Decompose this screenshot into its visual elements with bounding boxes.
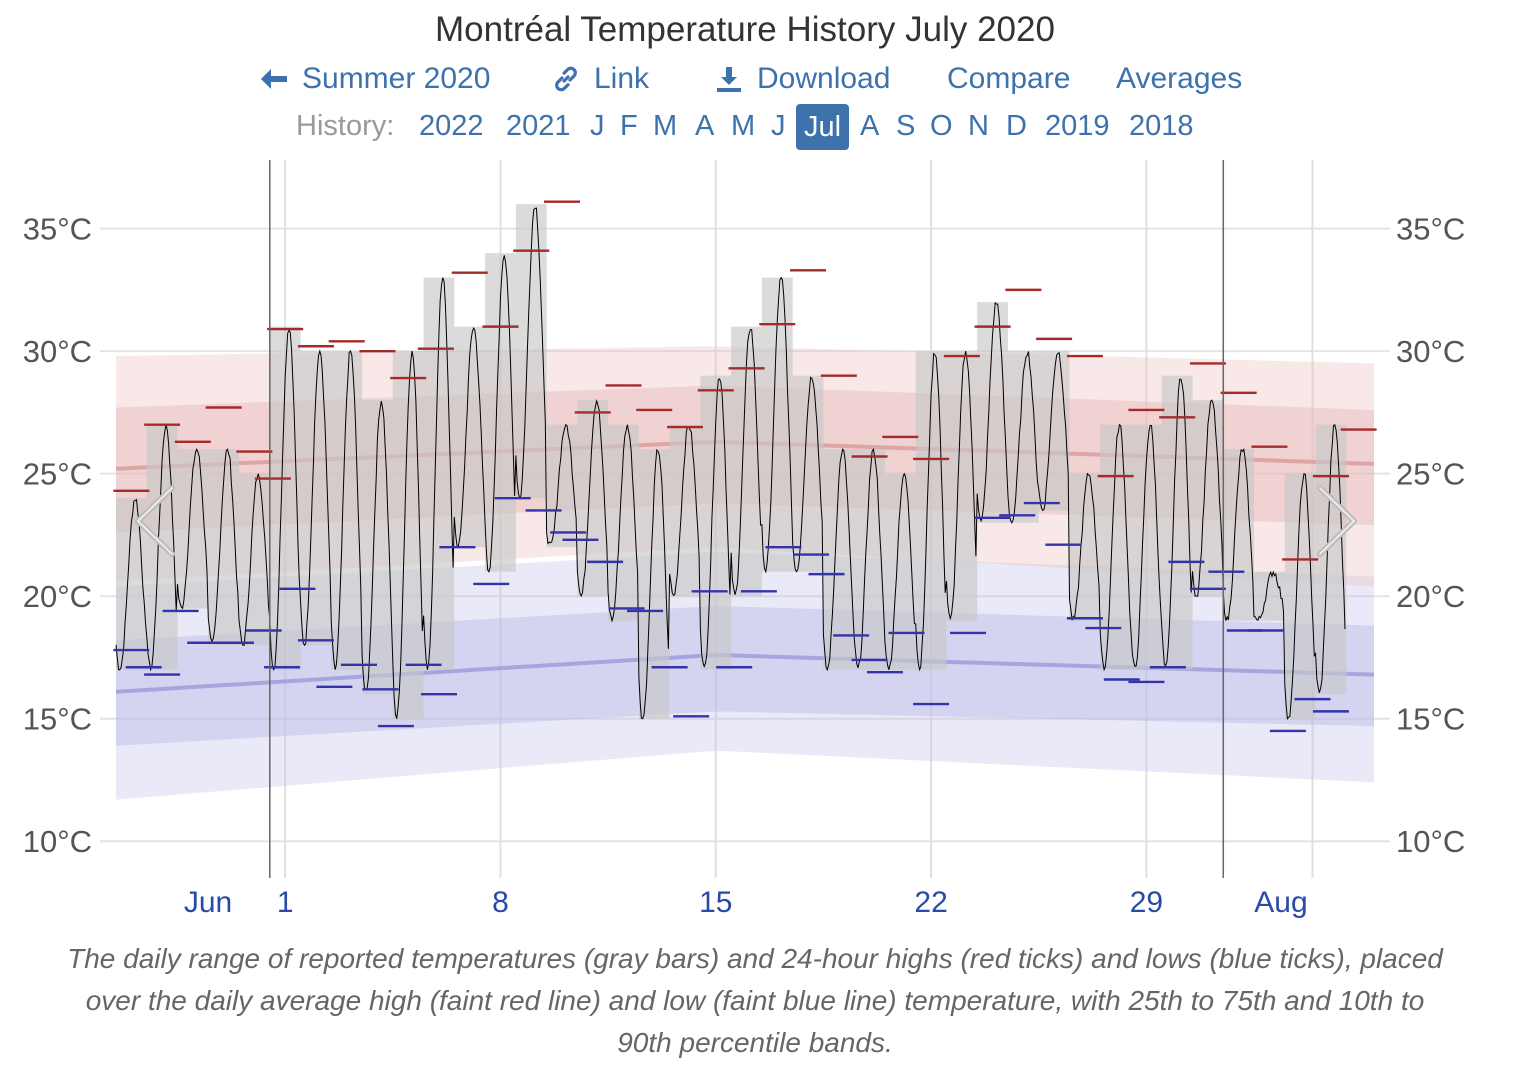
history-item-2021[interactable]: 2021 [506, 110, 571, 142]
chevron-left-icon-highlight [137, 487, 173, 555]
history-item-jun[interactable]: J [771, 110, 786, 142]
y-tick-label-left: 10°C [23, 824, 92, 859]
y-tick-label-left: 35°C [23, 212, 92, 247]
y-tick-label-left: 25°C [23, 457, 92, 492]
chart-caption: The daily range of reported temperatures… [67, 943, 1443, 1058]
prev-month-button[interactable] [135, 485, 175, 557]
averages-label: Averages [1116, 62, 1243, 95]
download-button[interactable]: Download [713, 62, 890, 96]
history-bar: History: 2022 2021 J F M A M J Jul A S O… [0, 104, 1514, 152]
averages-link[interactable]: Averages [1116, 62, 1242, 96]
x-tick-label: Jun [184, 886, 232, 919]
history-item-oct[interactable]: O [930, 110, 953, 142]
x-tick-label: 29 [1130, 886, 1163, 919]
download-label: Download [757, 62, 891, 95]
x-tick-label: 8 [492, 886, 509, 919]
next-month-button[interactable] [1317, 485, 1357, 557]
link-label: Link [594, 62, 650, 95]
x-tick-label: 22 [914, 886, 947, 919]
x-tick-label: Aug [1254, 886, 1307, 919]
x-tick-label: 15 [699, 886, 732, 919]
y-tick-label-right: 35°C [1396, 212, 1465, 247]
link-icon [550, 63, 582, 95]
link-button[interactable]: Link [550, 62, 649, 96]
history-item-jul-active[interactable]: Jul [796, 104, 850, 150]
history-item-sep[interactable]: S [896, 110, 916, 142]
hourly-temperature-trace [115, 207, 1346, 721]
compare-link[interactable]: Compare [947, 62, 1070, 96]
y-tick-label-right: 30°C [1396, 334, 1465, 369]
history-item-dec[interactable]: D [1006, 110, 1027, 142]
history-item-aug[interactable]: A [860, 110, 880, 142]
y-tick-label-left: 30°C [23, 334, 92, 369]
summer-2020-label: Summer 2020 [302, 62, 491, 95]
y-tick-label-left: 15°C [23, 702, 92, 737]
arrow-left-icon [258, 63, 290, 95]
history-item-2022[interactable]: 2022 [419, 110, 484, 142]
summer-2020-link[interactable]: Summer 2020 [258, 62, 490, 96]
y-tick-label-left: 20°C [23, 579, 92, 614]
chevron-right-icon-highlight [1319, 487, 1355, 555]
x-tick-label: 1 [277, 886, 294, 919]
y-tick-label-right: 20°C [1396, 579, 1465, 614]
history-item-may[interactable]: M [731, 110, 756, 142]
history-label: History: [296, 110, 395, 142]
history-item-apr[interactable]: A [695, 110, 715, 142]
history-item-nov[interactable]: N [968, 110, 989, 142]
download-icon [713, 63, 745, 95]
history-item-mar[interactable]: M [653, 110, 678, 142]
compare-label: Compare [947, 62, 1071, 95]
y-tick-label-right: 10°C [1396, 824, 1465, 859]
history-item-2018[interactable]: 2018 [1129, 110, 1194, 142]
history-item-jan[interactable]: J [590, 110, 605, 142]
history-item-feb[interactable]: F [620, 110, 638, 142]
temperature-chart: 10°C 10°C 15°C 15°C 20°C 20°C 25°C 25°C 30°C 30°C… [23, 160, 1465, 919]
y-tick-label-right: 25°C [1396, 457, 1465, 492]
y-tick-label-right: 15°C [1396, 702, 1465, 737]
daily-range-bar [1254, 571, 1285, 621]
history-item-2019[interactable]: 2019 [1045, 110, 1110, 142]
page-title: Montréal Temperature History July 2020 [435, 10, 1055, 49]
nav-bar: Summer 2020 Link Download Compare Averag… [0, 62, 1500, 102]
